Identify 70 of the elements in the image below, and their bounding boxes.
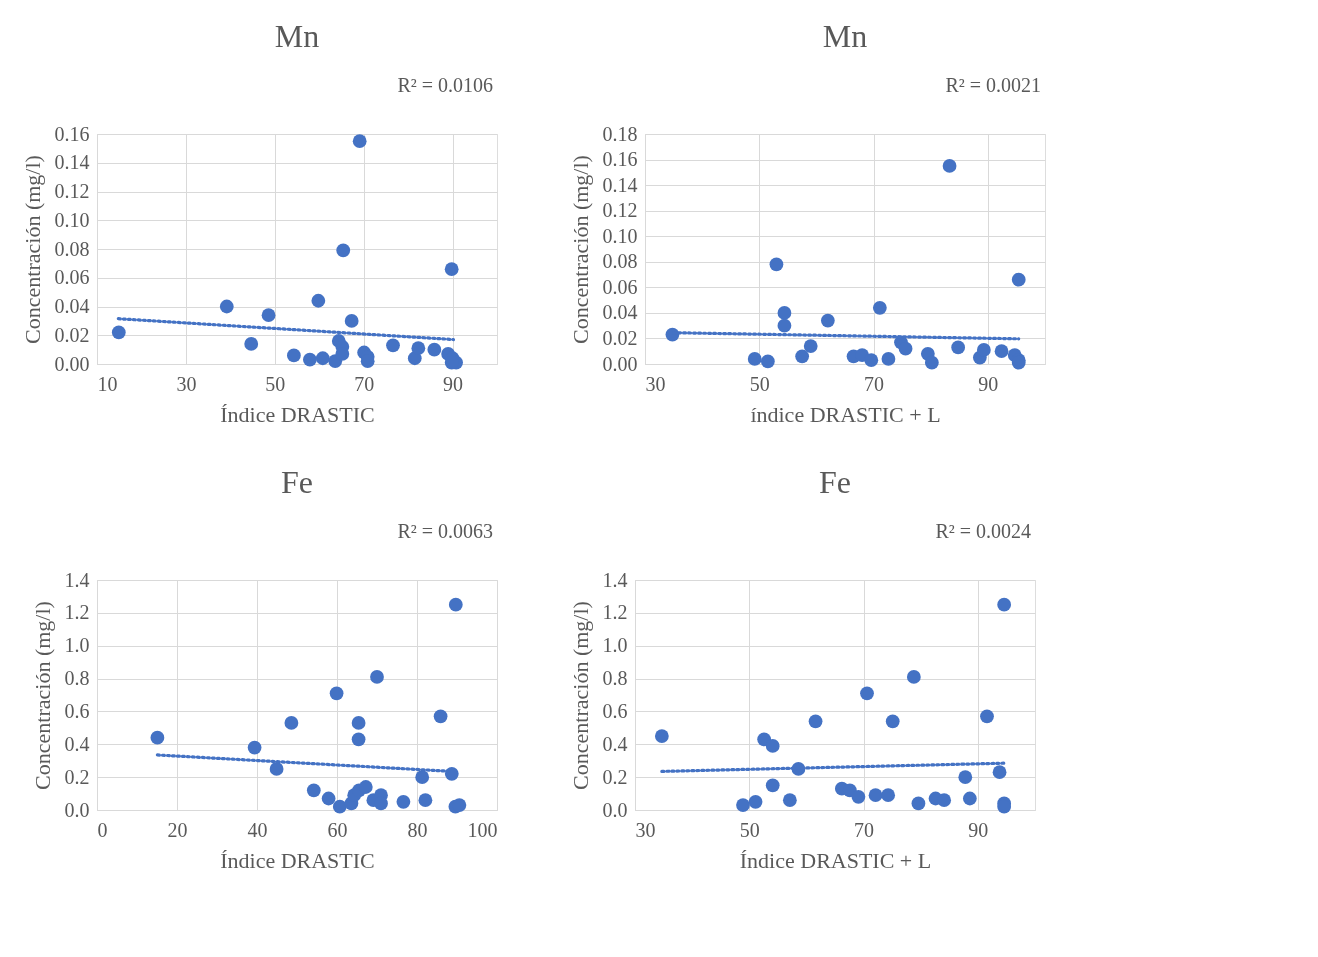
text: R² = 0.0106 [397, 74, 493, 96]
y-tick-label: 1.2 [64, 601, 90, 624]
y-axis-title: Concentración (mg/l) [567, 155, 593, 344]
y-tick-label: 1.4 [64, 568, 90, 591]
x-tick-label: 80 [407, 818, 428, 841]
y-tick-label: 0.02 [54, 323, 90, 346]
x-axis-title: índice DRASTIC + L [750, 401, 941, 427]
x-tick-label: 30 [645, 372, 666, 395]
chart-title: Mn [274, 18, 320, 54]
y-tick-label: 0.04 [54, 295, 90, 317]
x-tick-label: 70 [354, 372, 375, 395]
x-tick-label: 50 [749, 372, 770, 395]
x-tick-label: 90 [978, 372, 999, 395]
text: R² = 0.0024 [935, 520, 1031, 542]
y-axis-title: Concentración (mg/l) [19, 155, 45, 344]
y-tick-label: 0.00 [602, 352, 638, 375]
y-tick-label: 0.8 [64, 667, 90, 690]
y-tick-label: 0.12 [54, 180, 90, 202]
x-tick-label: 90 [968, 818, 989, 841]
x-tick-label: 40 [247, 818, 268, 841]
x-tick-label: 70 [854, 818, 875, 841]
y-tick-label: 0.10 [602, 224, 638, 247]
y-tick-label: 0.4 [602, 732, 628, 755]
y-tick-label: 0.10 [54, 208, 90, 231]
y-axis-title: Concentración (mg/l) [29, 601, 55, 790]
y-tick-label: 1.0 [602, 634, 628, 657]
y-tick-label: 0.4 [64, 732, 90, 755]
x-tick-label: 70 [864, 372, 885, 395]
text: R² = 0.0021 [945, 74, 1041, 96]
x-tick-label: 0 [97, 818, 108, 841]
y-axis-title: Concentración (mg/l) [567, 601, 593, 790]
y-tick-label: 0.0 [64, 798, 90, 821]
chart-title: Fe [819, 464, 851, 500]
text: R² = 0.0063 [397, 520, 493, 542]
y-tick-label: 0.14 [54, 151, 90, 174]
chart-title: Fe [281, 464, 313, 500]
x-tick-label: 100 [467, 818, 498, 841]
x-tick-label: 10 [97, 372, 118, 395]
x-axis-title: Índice DRASTIC [220, 847, 375, 873]
x-axis-title: Índice DRASTIC + L [739, 847, 932, 873]
y-tick-label: 0.02 [602, 326, 638, 349]
x-axis-title: Índice DRASTIC [220, 401, 375, 427]
x-tick-label: 30 [635, 818, 656, 841]
y-tick-label: 0.00 [54, 352, 90, 375]
y-tick-label: 0.8 [602, 667, 628, 690]
y-tick-label: 1.0 [64, 634, 90, 657]
x-tick-label: 50 [265, 372, 286, 395]
y-tick-label: 1.2 [602, 601, 628, 624]
chart-title: Mn [822, 18, 868, 54]
y-tick-label: 0.08 [602, 250, 638, 273]
y-tick-label: 1.4 [602, 568, 628, 591]
y-tick-label: 0.2 [602, 765, 628, 788]
y-tick-label: 0.16 [602, 148, 638, 171]
y-tick-label: 0.06 [602, 275, 638, 298]
y-tick-label: 0.2 [64, 765, 90, 788]
y-tick-label: 0.6 [64, 699, 90, 722]
x-tick-label: 60 [327, 818, 348, 841]
y-tick-label: 0.18 [602, 122, 638, 145]
x-tick-label: 30 [176, 372, 197, 395]
x-tick-label: 20 [167, 818, 188, 841]
x-tick-label: 50 [739, 818, 760, 841]
y-tick-label: 0.12 [602, 199, 638, 222]
y-tick-label: 0.16 [54, 122, 90, 145]
y-tick-label: 0.04 [602, 301, 638, 324]
x-tick-label: 90 [443, 372, 464, 395]
y-tick-label: 0.0 [602, 798, 628, 821]
y-tick-label: 0.06 [54, 266, 90, 289]
y-tick-label: 0.14 [602, 173, 638, 196]
y-tick-label: 0.6 [602, 699, 628, 722]
y-tick-label: 0.08 [54, 237, 90, 260]
